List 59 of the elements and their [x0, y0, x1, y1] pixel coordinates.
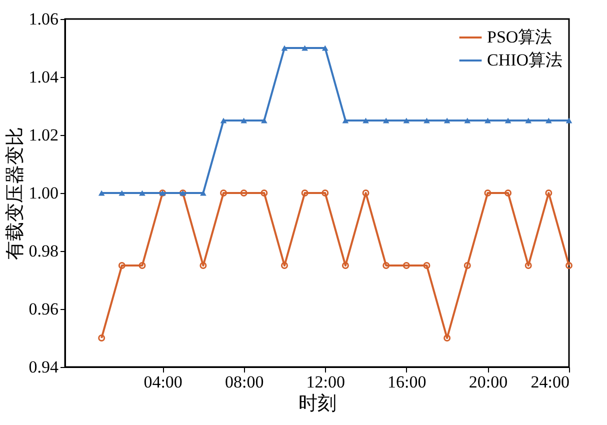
- point: [484, 190, 492, 196]
- point: [240, 190, 248, 196]
- point: [464, 118, 471, 124]
- x-tick-label: 24:00: [530, 372, 570, 392]
- point: [382, 118, 390, 124]
- legend-label: PSO算法: [487, 28, 552, 46]
- x-tick-label: 20:00: [468, 372, 508, 392]
- point: [281, 45, 288, 51]
- point: [403, 118, 410, 124]
- point: [98, 190, 105, 196]
- point: [546, 118, 552, 124]
- point: [464, 262, 471, 269]
- point: [301, 190, 308, 196]
- point: [424, 118, 430, 124]
- point: [484, 118, 491, 124]
- point: [280, 262, 288, 269]
- y-axis-title: 有载变压器变比: [4, 127, 26, 260]
- point: [240, 118, 247, 124]
- point: [566, 118, 572, 124]
- point: [260, 190, 268, 196]
- point: [322, 45, 328, 51]
- point: [504, 190, 512, 196]
- y-tick-label: 0.94: [28, 358, 59, 376]
- y-tick-label: 1.02: [28, 126, 58, 144]
- x-tick-label: 04:00: [144, 372, 182, 392]
- point: [423, 262, 430, 269]
- x-tick-label: 12:00: [306, 372, 345, 392]
- point: [402, 262, 410, 269]
- point: [545, 190, 552, 196]
- y-tick-label: 1.00: [28, 184, 58, 202]
- point: [220, 118, 227, 124]
- x-axis-title: 时刻: [298, 392, 336, 414]
- point: [524, 262, 532, 269]
- point: [200, 262, 207, 269]
- point: [362, 118, 369, 124]
- point: [200, 190, 206, 196]
- point: [220, 190, 228, 196]
- y-tick-label: 1.04: [28, 68, 59, 86]
- point: [362, 190, 370, 196]
- x-tick-label: 08:00: [224, 372, 264, 392]
- point: [504, 118, 512, 124]
- point: [302, 45, 308, 51]
- point: [525, 118, 532, 124]
- point: [444, 118, 450, 124]
- point: [342, 262, 349, 269]
- point: [118, 262, 126, 269]
- point: [138, 262, 146, 269]
- point: [444, 334, 451, 342]
- legend-label: CHIO算法: [487, 50, 563, 70]
- point: [382, 262, 390, 269]
- point: [118, 190, 126, 196]
- y-tick-label: 0.96: [28, 300, 58, 318]
- point: [139, 190, 146, 196]
- y-tick-label: 1.06: [28, 10, 58, 28]
- point: [322, 190, 329, 196]
- point: [261, 118, 268, 124]
- y-tick-label: 0.98: [28, 242, 58, 260]
- point: [342, 118, 349, 124]
- x-tick-label: 16:00: [388, 372, 426, 392]
